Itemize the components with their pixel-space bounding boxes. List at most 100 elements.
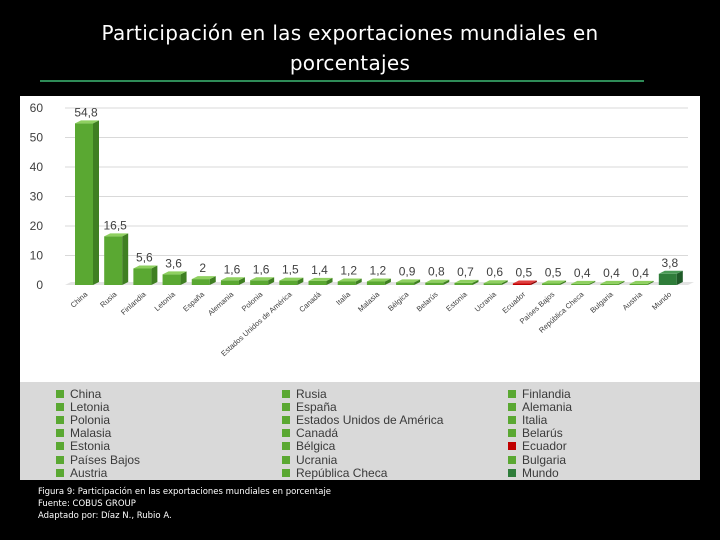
x-tick-label: Polonia — [240, 289, 265, 313]
bar-top — [337, 278, 362, 282]
bar-top — [308, 277, 333, 281]
bar-front — [75, 123, 93, 285]
bar — [658, 270, 683, 285]
x-tick-label: Ucrania — [473, 289, 499, 314]
bar — [629, 280, 654, 285]
x-tick-label: Rusia — [98, 289, 119, 309]
x-tick-label: Mundo — [650, 290, 673, 312]
bar — [279, 277, 304, 285]
title-line-2: porcentajes — [289, 51, 411, 75]
bar — [337, 278, 362, 285]
legend-item: Italia — [508, 412, 548, 427]
bar-top — [512, 280, 537, 284]
legend-label: Belarús — [522, 426, 563, 441]
bar — [571, 280, 596, 285]
legend-label: Bélgica — [296, 439, 336, 454]
bar-front — [162, 274, 181, 285]
legend-item: Estonia — [56, 439, 110, 453]
legend-swatch — [508, 455, 516, 464]
legend-item: Estados Unidos de América — [282, 413, 443, 427]
bar — [75, 120, 99, 285]
data-label: 0,9 — [399, 264, 416, 278]
bar — [162, 271, 187, 285]
bar — [542, 280, 567, 285]
bar-side — [618, 280, 625, 285]
bar-top — [104, 233, 129, 237]
bar-top — [425, 279, 450, 283]
bar-front — [308, 280, 327, 285]
x-tick-label: Belarús — [415, 290, 440, 314]
bar-top — [162, 271, 187, 275]
y-tick-label: 20 — [30, 219, 44, 233]
legend-swatch — [56, 455, 64, 464]
bar-front — [250, 280, 269, 285]
legend-item: Austria — [56, 465, 108, 480]
data-label: 2 — [199, 261, 206, 275]
bar-side — [647, 280, 654, 285]
bar — [308, 277, 333, 285]
legend-label: República Checa — [296, 465, 388, 480]
bar-top — [483, 280, 508, 284]
legend-item: Letonia — [56, 399, 110, 414]
y-tick-label: 40 — [30, 160, 44, 174]
bar-front — [600, 283, 619, 285]
legend-item: China — [56, 386, 102, 401]
bar-side — [238, 277, 245, 285]
bar-top — [600, 280, 625, 284]
legend-item: Bélgica — [282, 439, 336, 454]
caption-adapted: Adaptado por: Díaz N., Rubio A. — [38, 511, 172, 521]
bar-side — [180, 271, 187, 285]
x-tick-label: Finlandia — [119, 289, 148, 317]
legend-swatch — [508, 389, 516, 398]
legend-label: Mundo — [522, 465, 559, 480]
x-tick-label: Canadá — [297, 289, 323, 314]
y-tick-label: 60 — [30, 101, 44, 115]
legend-item: Malasia — [56, 426, 111, 440]
bar-top — [133, 265, 158, 269]
bar-front — [279, 280, 298, 285]
legend-item: Ecuador — [508, 439, 567, 453]
figure-caption: Figura 9: Participación en las exportaci… — [38, 486, 331, 522]
legend-swatch — [282, 415, 290, 424]
bar-front — [366, 281, 385, 285]
data-label: 0,5 — [545, 266, 562, 280]
chart-panel: 0 10 20 30 40 50 60 54,8 China 16,5 Rusia 5,6 Finlan… — [20, 96, 700, 480]
data-label: 0,6 — [486, 265, 503, 279]
bar-front — [629, 283, 648, 285]
y-tick-label: 30 — [30, 190, 44, 204]
legend-swatch — [282, 429, 290, 438]
legend-item: Alemania — [508, 400, 572, 414]
slide-title: Participación en las exportaciones mundi… — [40, 18, 660, 78]
legend-swatch — [282, 455, 290, 464]
legend-label: España — [296, 399, 337, 414]
legend-label: China — [70, 386, 102, 401]
legend-label: Austria — [70, 465, 108, 480]
bar-side — [676, 270, 683, 285]
legend-swatch — [508, 468, 516, 477]
bar-side — [414, 279, 421, 285]
bar-top — [629, 280, 654, 284]
legend-label: Italia — [522, 412, 548, 427]
data-label: 1,6 — [224, 262, 241, 276]
x-tick-label: España — [181, 289, 207, 313]
bar-top — [571, 280, 596, 284]
bar-top — [279, 277, 304, 281]
bar-side — [326, 277, 333, 285]
legend-label: Letonia — [70, 399, 110, 414]
bar — [220, 277, 245, 285]
legend-item: Ucrania — [282, 453, 337, 467]
data-label: 1,2 — [340, 263, 357, 277]
data-label: 0,8 — [428, 265, 445, 279]
legend-swatch — [282, 402, 290, 411]
bar-side — [589, 280, 596, 285]
legend-swatch — [508, 429, 516, 438]
bar — [191, 276, 216, 285]
bar-front — [571, 283, 590, 285]
legend-swatch — [508, 442, 516, 451]
data-label: 16,5 — [104, 218, 128, 232]
legend-swatch — [56, 429, 64, 438]
bar-top — [542, 280, 567, 284]
bar-front — [512, 283, 531, 285]
bar-top — [220, 277, 245, 281]
bar-side — [443, 279, 450, 285]
